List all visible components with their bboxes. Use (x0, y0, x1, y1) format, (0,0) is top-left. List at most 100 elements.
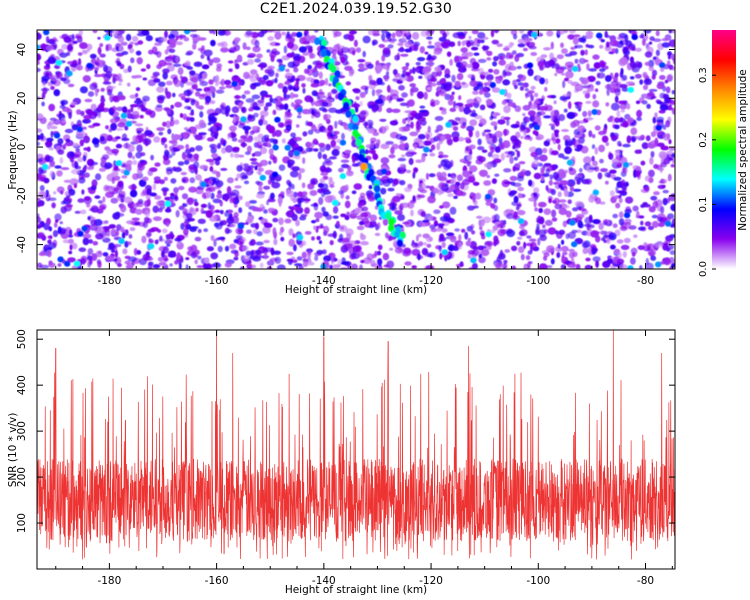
noise-cell (528, 45, 537, 50)
noise-cell (67, 257, 76, 263)
noise-cell (500, 152, 505, 161)
noise-cell (668, 39, 675, 48)
noise-cell (64, 191, 70, 196)
noise-cell (486, 240, 494, 247)
noise-cell (469, 144, 476, 150)
noise-cell (163, 107, 171, 111)
noise-cell (37, 53, 42, 61)
noise-cell (546, 188, 555, 194)
noise-cell (145, 35, 153, 42)
noise-cell (458, 95, 462, 101)
noise-cell (168, 48, 176, 53)
noise-cell (295, 219, 300, 227)
noise-cell (513, 195, 519, 203)
noise-cell (56, 170, 63, 177)
noise-cell (37, 128, 43, 133)
noise-cell (617, 251, 622, 259)
noise-cell (136, 99, 144, 108)
noise-cell (436, 124, 444, 132)
noise-cell (453, 195, 458, 199)
noise-cell (455, 105, 459, 109)
noise-cell (622, 143, 631, 148)
noise-cell (86, 146, 91, 152)
noise-cell (273, 238, 278, 246)
noise-cell (118, 82, 122, 86)
noise-cell (337, 120, 343, 125)
noise-cell (570, 186, 575, 191)
noise-cell (277, 122, 285, 128)
noise-cell (70, 151, 75, 158)
noise-cell (511, 265, 517, 269)
noise-cell (481, 149, 488, 153)
noise-cell (211, 91, 216, 99)
noise-cell (371, 105, 378, 113)
noise-cell (146, 232, 152, 237)
noise-cell (611, 135, 619, 140)
noise-cell (91, 253, 98, 261)
noise-cell (174, 189, 178, 196)
noise-cell (375, 98, 384, 104)
noise-cell (425, 185, 431, 189)
noise-cell (275, 72, 279, 78)
noise-cell (348, 73, 354, 77)
noise-cell (520, 253, 525, 261)
noise-cell (246, 229, 252, 234)
noise-cell (397, 42, 404, 46)
snr-frame (36, 329, 676, 570)
noise-cell (461, 40, 466, 47)
noise-cell (88, 239, 93, 244)
snr-x-axis-label: Height of straight line (km) (285, 584, 427, 596)
noise-cell (548, 179, 553, 186)
noise-cell (215, 81, 219, 87)
noise-cell (654, 137, 659, 146)
noise-cell (131, 155, 135, 160)
noise-cell (280, 191, 285, 196)
noise-cell (230, 152, 234, 158)
noise-cell (199, 80, 209, 87)
noise-cell (436, 142, 441, 151)
streak-cell (321, 39, 328, 47)
noise-cell (384, 75, 389, 82)
noise-cell (417, 133, 426, 140)
bright-cell (55, 59, 63, 66)
noise-cell (308, 51, 314, 59)
noise-cell (53, 222, 58, 228)
noise-cell (254, 249, 262, 255)
noise-cell (368, 185, 373, 190)
noise-cell (576, 181, 581, 185)
noise-cell (388, 235, 393, 241)
noise-cell (204, 257, 210, 264)
noise-cell (324, 160, 333, 166)
noise-cell (516, 175, 525, 182)
noise-cell (95, 250, 103, 258)
noise-cell (567, 138, 573, 147)
noise-cell (67, 238, 74, 244)
noise-cell (493, 213, 500, 222)
noise-cell (600, 168, 608, 173)
noise-cell (37, 202, 41, 208)
bright-cell (331, 199, 339, 206)
noise-cell (134, 222, 141, 226)
noise-cell (438, 164, 442, 169)
bright-cell (66, 70, 73, 77)
noise-cell (159, 179, 165, 185)
noise-cell (523, 241, 527, 249)
noise-cell (617, 195, 622, 199)
noise-cell (309, 142, 315, 148)
noise-cell (103, 73, 111, 81)
noise-cell (79, 86, 88, 94)
noise-cell (285, 124, 292, 132)
noise-cell (233, 115, 237, 123)
noise-cell (494, 30, 499, 34)
noise-cell (592, 93, 597, 100)
snr-series-line (37, 330, 675, 560)
noise-cell (481, 234, 486, 240)
noise-cell (369, 214, 378, 222)
noise-cell (227, 209, 233, 214)
noise-cell (658, 151, 667, 159)
noise-cell (310, 83, 320, 88)
noise-cell (174, 237, 182, 242)
noise-cell (131, 183, 137, 191)
bright-cell (339, 173, 347, 180)
bright-cell (284, 144, 291, 151)
